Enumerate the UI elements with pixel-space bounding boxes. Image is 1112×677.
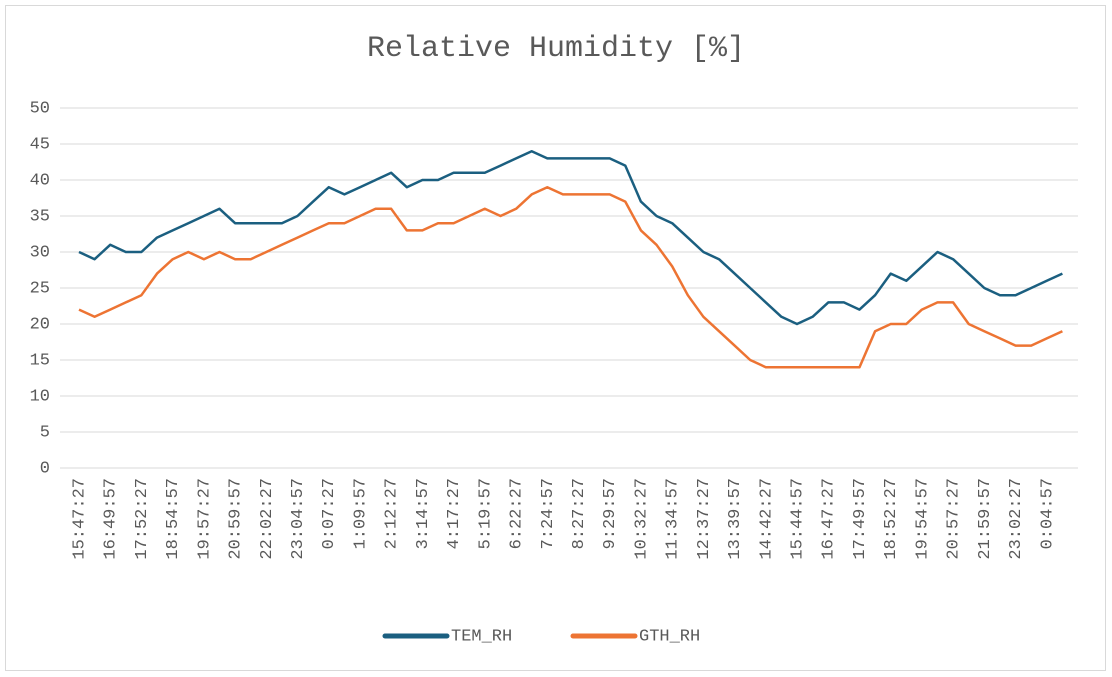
y-tick-label: 25: [30, 279, 50, 298]
x-tick-label: 4:17:27: [445, 478, 464, 549]
y-tick-label: 10: [30, 387, 50, 406]
chart-title: Relative Humidity [%]: [367, 32, 745, 66]
x-tick-label: 17:52:27: [133, 478, 152, 560]
x-tick-label: 3:14:57: [414, 478, 433, 549]
x-tick-label: 13:39:57: [726, 478, 745, 560]
x-tick-label: 17:49:57: [851, 478, 870, 560]
x-tick-label: 16:47:27: [820, 478, 839, 560]
x-tick-label: 18:52:27: [882, 478, 901, 560]
x-tick-label: 10:32:27: [632, 478, 651, 560]
series-line: [78, 149, 1063, 326]
x-tick-label: 22:02:27: [258, 478, 277, 560]
x-tick-label: 16:49:57: [102, 478, 121, 560]
x-tick-label: 15:44:57: [789, 478, 808, 560]
y-tick-label: 0: [40, 459, 50, 478]
x-tick-label: 23:02:27: [1007, 478, 1026, 560]
x-tick-label: 19:57:27: [195, 478, 214, 560]
y-tick-label: 50: [30, 99, 50, 118]
x-tick-label: 0:04:57: [1038, 478, 1057, 549]
legend-label: GTH_RH: [639, 627, 700, 646]
x-tick-label: 19:54:57: [913, 478, 932, 560]
x-tick-label: 12:37:27: [695, 478, 714, 560]
x-tick-label: 7:24:57: [539, 478, 558, 549]
x-tick-label: 0:07:27: [320, 478, 339, 549]
x-tick-label: 11:34:57: [664, 478, 683, 560]
x-tick-label: 14:42:27: [757, 478, 776, 560]
x-tick-label: 8:27:27: [570, 478, 589, 549]
x-tick-label: 6:22:27: [508, 478, 527, 549]
y-tick-label: 15: [30, 351, 50, 370]
legend-label: TEM_RH: [451, 627, 512, 646]
y-tick-label: 40: [30, 171, 50, 190]
x-tick-label: 1:09:57: [351, 478, 370, 549]
x-tick-label: 5:19:57: [476, 478, 495, 549]
x-tick-label: 21:59:57: [976, 478, 995, 560]
y-tick-label: 45: [30, 135, 50, 154]
x-tick-label: 20:57:27: [945, 478, 964, 560]
chart-border: [5, 5, 1106, 671]
x-tick-label: 23:04:57: [289, 478, 308, 560]
x-tick-label: 2:12:27: [383, 478, 402, 549]
y-tick-label: 5: [40, 423, 50, 442]
y-tick-label: 30: [30, 243, 50, 262]
series-line: [78, 185, 1063, 369]
x-tick-label: 9:29:57: [601, 478, 620, 549]
y-tick-label: 20: [30, 315, 50, 334]
x-tick-label: 20:59:57: [227, 478, 246, 560]
y-tick-label: 35: [30, 207, 50, 226]
x-tick-label: 18:54:57: [164, 478, 183, 560]
x-tick-label: 15:47:27: [70, 478, 89, 560]
